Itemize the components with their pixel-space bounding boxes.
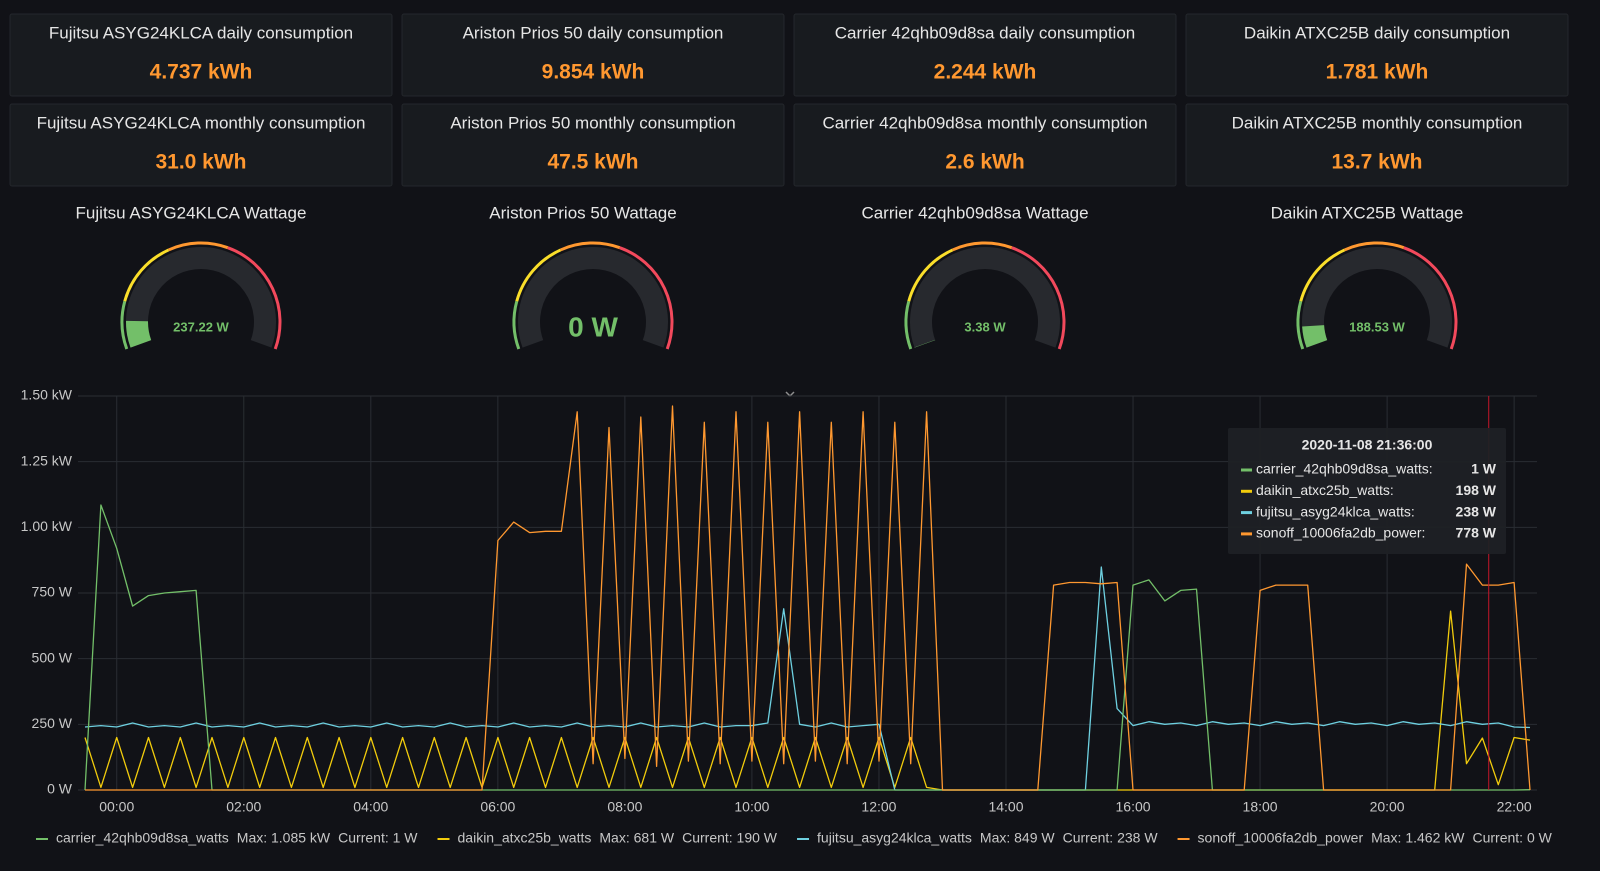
gauge-threshold bbox=[120, 300, 129, 350]
x-tick-label: 16:00 bbox=[1116, 799, 1151, 815]
stat-title: Daikin ATXC25B daily consumption bbox=[1244, 23, 1510, 42]
series-line bbox=[85, 405, 1531, 791]
stat-title: Fujitsu ASYG24KLCA monthly consumption bbox=[37, 113, 366, 132]
y-tick-label: 250 W bbox=[32, 715, 73, 731]
gauge-value: 237.22 W bbox=[173, 319, 229, 334]
legend-current-label: Current: 0 W bbox=[1472, 830, 1552, 846]
x-tick-label: 12:00 bbox=[861, 799, 896, 815]
x-tick-label: 08:00 bbox=[607, 799, 642, 815]
gauge-fill bbox=[126, 320, 152, 348]
x-tick-label: 22:00 bbox=[1497, 799, 1532, 815]
legend-max-label: Max: 849 W bbox=[980, 830, 1055, 846]
x-tick-label: 06:00 bbox=[480, 799, 515, 815]
gauge-threshold bbox=[1344, 241, 1405, 252]
tooltip-name: fujitsu_asyg24klca_watts: bbox=[1256, 503, 1415, 519]
legend-max-label: Max: 1.085 kW bbox=[237, 830, 331, 846]
gauge-threshold bbox=[1299, 248, 1346, 302]
tooltip-value: 778 W bbox=[1456, 525, 1497, 541]
legend-current-label: Current: 1 W bbox=[338, 830, 418, 846]
y-tick-label: 750 W bbox=[32, 584, 73, 600]
x-tick-label: 04:00 bbox=[353, 799, 388, 815]
stat-panel bbox=[401, 13, 785, 97]
stat-panel bbox=[9, 103, 393, 187]
y-tick-label: 1.25 kW bbox=[21, 452, 73, 468]
gauge-title: Carrier 42qhb09d8sa Wattage bbox=[861, 203, 1088, 222]
y-tick-label: 1.50 kW bbox=[21, 387, 73, 403]
tooltip-value: 238 W bbox=[1456, 503, 1497, 519]
tooltip-title: 2020-11-08 21:36:00 bbox=[1302, 437, 1433, 453]
stat-panel bbox=[1185, 13, 1569, 97]
gauge-threshold bbox=[1403, 246, 1458, 350]
stat-value: 2.244 kWh bbox=[934, 61, 1037, 84]
stat-panel bbox=[401, 103, 785, 187]
series-line bbox=[84, 566, 1531, 791]
x-tick-label: 20:00 bbox=[1370, 799, 1405, 815]
stat-panel bbox=[793, 13, 1177, 97]
gauge-threshold bbox=[619, 246, 674, 350]
tooltip-name: carrier_42qhb09d8sa_watts: bbox=[1256, 461, 1433, 477]
gauge-track bbox=[126, 247, 276, 348]
gauge-value: 188.53 W bbox=[1349, 319, 1405, 334]
tooltip-name: sonoff_10006fa2db_power: bbox=[1256, 525, 1425, 541]
gauge-threshold bbox=[560, 241, 621, 252]
y-tick-label: 0 W bbox=[47, 781, 73, 797]
tooltip-box bbox=[1228, 428, 1506, 554]
gauge-threshold bbox=[512, 300, 521, 350]
gauge-title: Daikin ATXC25B Wattage bbox=[1271, 203, 1464, 222]
stat-title: Carrier 42qhb09d8sa monthly consumption bbox=[822, 113, 1147, 132]
gauge-threshold bbox=[1011, 246, 1066, 350]
legend-max-label: Max: 681 W bbox=[599, 830, 674, 846]
x-tick-label: 10:00 bbox=[734, 799, 769, 815]
legend-max-label: Max: 1.462 kW bbox=[1371, 830, 1465, 846]
stat-title: Daikin ATXC25B monthly consumption bbox=[1232, 113, 1523, 132]
gauge-threshold bbox=[907, 248, 954, 302]
y-tick-label: 1.00 kW bbox=[21, 518, 73, 534]
stat-value: 4.737 kWh bbox=[150, 61, 253, 84]
gauge-threshold bbox=[904, 300, 913, 350]
gauge-track bbox=[518, 247, 668, 348]
gauge-title: Ariston Prios 50 Wattage bbox=[489, 203, 676, 222]
x-tick-label: 14:00 bbox=[988, 799, 1023, 815]
x-tick-label: 00:00 bbox=[99, 799, 134, 815]
gauge-track bbox=[910, 247, 1060, 348]
legend-name: daikin_atxc25b_watts bbox=[458, 830, 592, 846]
stat-value: 31.0 kWh bbox=[155, 151, 246, 174]
gauge-threshold bbox=[1296, 300, 1305, 350]
y-tick-label: 500 W bbox=[32, 649, 73, 665]
gauge-value: 0 W bbox=[568, 311, 618, 342]
legend-current-label: Current: 238 W bbox=[1063, 830, 1159, 846]
tooltip-value: 1 W bbox=[1471, 461, 1497, 477]
tooltip-value: 198 W bbox=[1456, 482, 1497, 498]
legend-current-label: Current: 190 W bbox=[682, 830, 778, 846]
gauge-threshold bbox=[952, 241, 1013, 252]
legend-name: sonoff_10006fa2db_power bbox=[1198, 830, 1364, 846]
gauge-threshold bbox=[227, 246, 282, 350]
gauge-track bbox=[1302, 247, 1452, 348]
stat-panel bbox=[1185, 103, 1569, 187]
stat-title: Ariston Prios 50 daily consumption bbox=[463, 23, 724, 42]
stat-title: Carrier 42qhb09d8sa daily consumption bbox=[835, 23, 1136, 42]
stat-value: 13.7 kWh bbox=[1331, 151, 1422, 174]
x-tick-label: 18:00 bbox=[1243, 799, 1278, 815]
stat-title: Ariston Prios 50 monthly consumption bbox=[450, 113, 735, 132]
gauge-fill bbox=[1302, 324, 1328, 348]
stat-title: Fujitsu ASYG24KLCA daily consumption bbox=[49, 23, 353, 42]
gauge-threshold bbox=[515, 248, 562, 302]
legend-name: carrier_42qhb09d8sa_watts bbox=[56, 830, 229, 846]
stat-value: 47.5 kWh bbox=[547, 151, 638, 174]
gauge-threshold bbox=[168, 241, 229, 252]
stat-value: 9.854 kWh bbox=[542, 61, 645, 84]
tooltip-name: daikin_atxc25b_watts: bbox=[1256, 482, 1394, 498]
x-tick-label: 02:00 bbox=[226, 799, 261, 815]
stat-panel bbox=[793, 103, 1177, 187]
gauge-value: 3.38 W bbox=[964, 319, 1006, 334]
stat-panel bbox=[9, 13, 393, 97]
gauge-title: Fujitsu ASYG24KLCA Wattage bbox=[76, 203, 307, 222]
legend-name: fujitsu_asyg24klca_watts bbox=[817, 830, 972, 846]
gauge-threshold bbox=[123, 248, 170, 302]
stat-value: 2.6 kWh bbox=[945, 151, 1024, 174]
stat-value: 1.781 kWh bbox=[1326, 61, 1429, 84]
